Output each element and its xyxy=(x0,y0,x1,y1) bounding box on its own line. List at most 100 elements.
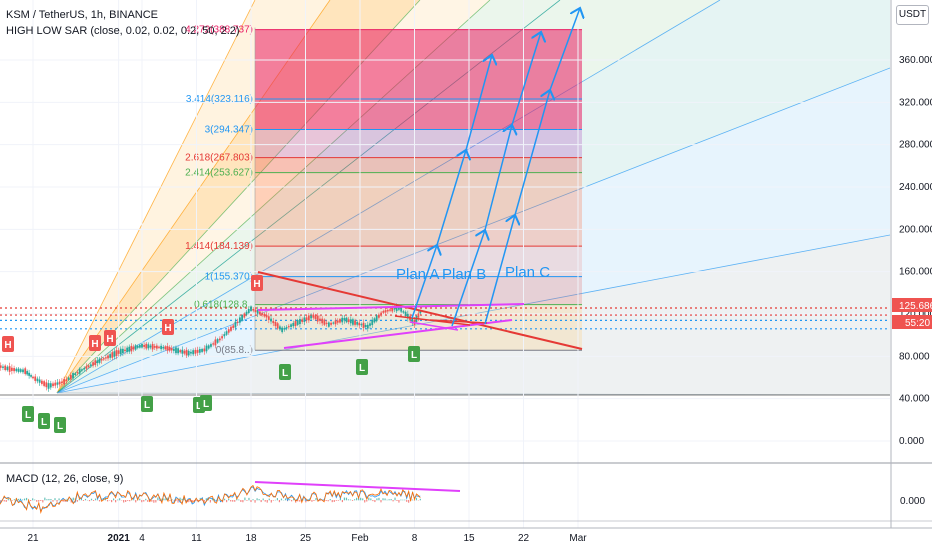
macd-bar xyxy=(3,500,5,502)
candle xyxy=(83,368,86,370)
triangle-line xyxy=(409,321,459,331)
x-tick-label: Mar xyxy=(569,533,587,544)
candle xyxy=(417,313,420,318)
candle xyxy=(128,346,131,352)
candle xyxy=(345,317,348,323)
l-marker xyxy=(54,417,66,433)
macd-bar xyxy=(58,498,60,501)
candle xyxy=(61,381,63,384)
candle xyxy=(221,336,223,339)
candle xyxy=(119,348,122,355)
macd-bar xyxy=(171,499,173,501)
candle xyxy=(153,345,156,348)
macd-bar xyxy=(143,500,145,502)
candle xyxy=(155,345,158,349)
macd-bar xyxy=(46,499,48,501)
macd-bar xyxy=(234,500,236,502)
candle xyxy=(305,317,308,321)
macd-bar xyxy=(242,500,244,503)
macd-bar xyxy=(32,498,34,501)
macd-bar xyxy=(315,498,317,501)
candle xyxy=(265,314,268,318)
macd-bar xyxy=(30,500,32,502)
candle xyxy=(205,345,208,352)
candle xyxy=(256,310,259,314)
candle xyxy=(172,348,175,351)
candle xyxy=(250,306,252,311)
macd-bar xyxy=(147,500,149,502)
signal-line xyxy=(0,484,421,514)
macd-bar xyxy=(139,498,141,501)
macd-bar xyxy=(398,500,400,503)
trend-lines xyxy=(257,271,583,350)
macd-bar xyxy=(374,500,376,503)
macd-label: MACD (12, 26, close, 9) xyxy=(6,473,123,485)
macd-bar xyxy=(191,500,193,503)
macd-bar xyxy=(56,500,58,502)
candle xyxy=(327,322,330,327)
macd-bar xyxy=(313,500,315,501)
macd-bar xyxy=(163,498,165,501)
macd-bar xyxy=(36,500,38,502)
plan-arrow xyxy=(436,150,466,246)
candle xyxy=(13,368,15,372)
candle xyxy=(218,338,221,341)
macd-bar xyxy=(345,497,348,501)
candle xyxy=(143,344,146,347)
macd-bar xyxy=(238,499,240,501)
macd-bar xyxy=(17,498,20,501)
candle xyxy=(223,334,226,337)
fib-label: 1(155.370) xyxy=(205,272,253,283)
macd-bar xyxy=(165,497,167,501)
candle xyxy=(36,378,39,382)
countdown-text: 55:20 xyxy=(905,318,930,329)
y-tick-label: 360.000 xyxy=(899,55,932,66)
candle xyxy=(230,326,232,331)
l-marker-letter: L xyxy=(57,421,63,432)
candle xyxy=(272,320,275,324)
candle xyxy=(236,321,239,323)
candle xyxy=(45,382,48,388)
candle xyxy=(92,362,94,366)
x-tick-label: 8 xyxy=(412,533,418,544)
candle xyxy=(76,372,79,374)
candle xyxy=(243,313,246,318)
l-marker xyxy=(356,359,368,375)
candle xyxy=(307,315,310,321)
macd-bar xyxy=(183,497,185,501)
candle xyxy=(100,359,103,361)
candle xyxy=(330,322,332,325)
candle xyxy=(121,348,124,354)
plan-arrow xyxy=(484,125,512,231)
fib-label: 0.618(128.8.. xyxy=(194,300,253,311)
candle xyxy=(366,324,369,329)
plan-c-label: Plan C xyxy=(505,264,550,281)
macd-bar xyxy=(419,498,421,501)
candle xyxy=(247,308,250,313)
candle xyxy=(373,318,376,323)
x-tick-label: Feb xyxy=(351,533,369,544)
fib-zone xyxy=(255,129,582,158)
macd-bar xyxy=(159,500,161,501)
candle xyxy=(325,322,328,324)
candle xyxy=(341,317,344,323)
fib-label: 0(85.8..) xyxy=(216,345,253,356)
macd-bar xyxy=(94,498,97,501)
macd-bar xyxy=(88,500,91,502)
currency-button[interactable]: USDT xyxy=(896,5,929,25)
fib-label: 3.414(323.116) xyxy=(186,94,253,105)
macd-bar xyxy=(356,497,358,501)
macd-bar xyxy=(288,499,291,501)
candle xyxy=(94,360,97,366)
macd-bar xyxy=(42,500,44,503)
candle xyxy=(32,376,34,379)
candle xyxy=(369,323,371,326)
candle xyxy=(299,319,301,325)
candle xyxy=(343,318,346,321)
candle xyxy=(314,315,317,320)
fib-label: 2.618(267.803) xyxy=(185,153,253,164)
candle xyxy=(134,345,137,350)
candle xyxy=(232,325,235,328)
candle xyxy=(241,314,244,321)
